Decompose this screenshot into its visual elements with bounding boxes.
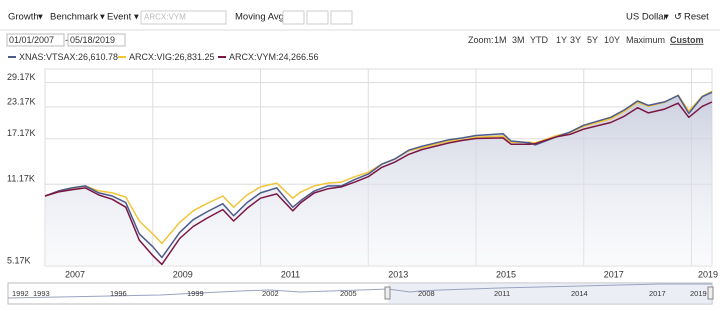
range-dash: -	[65, 35, 68, 45]
moving-avg-input[interactable]	[330, 10, 353, 25]
navigator-label: 2017	[649, 289, 666, 298]
navigator-label: 2002	[262, 289, 279, 298]
x-tick-label: 2007	[65, 269, 85, 279]
x-tick-label: 2009	[173, 269, 193, 279]
zoom-option[interactable]: Maximum	[626, 35, 665, 45]
zoom-options: 1M 3M YTD 1Y 3Y 5Y 10Y Maximum Custom	[494, 35, 704, 45]
end-date: 05/18/2019	[70, 35, 115, 45]
legend: XNAS:VTSAX:26,610.78 ARCX:VIG:26,831.25 AR…	[8, 52, 319, 62]
toolbar	[0, 0, 720, 30]
dropdown-arrow: ▾	[100, 12, 105, 23]
navigator-label: 1993	[33, 289, 50, 298]
y-tick-label: 5.17K	[7, 255, 31, 265]
zoom-option[interactable]: 3Y	[570, 35, 581, 45]
chart: 5.17K 11.17K 17.17K 23.17K 29.17K 2007 2009 201…	[7, 68, 718, 279]
legend-label: XNAS:VTSAX:26,610.78	[19, 52, 118, 62]
navigator-handle[interactable]	[384, 286, 391, 300]
navigator-selection[interactable]	[388, 283, 712, 304]
currency-menu[interactable]: US Dollar	[626, 12, 667, 23]
moving-avg-input[interactable]	[306, 10, 329, 25]
zoom-option[interactable]: Custom	[670, 35, 704, 45]
zoom-option[interactable]: 3M	[512, 35, 525, 45]
zoom-option[interactable]: 5Y	[587, 35, 598, 45]
dropdown-arrow: ▾	[134, 12, 139, 23]
x-tick-label: 2017	[604, 269, 624, 279]
end-date-input[interactable]	[67, 33, 126, 47]
x-tick-label: 2013	[388, 269, 408, 279]
navigator: 1992 1993 1996 1999 2002 2005 2008 2011 2014 2017…	[7, 282, 714, 305]
reset-icon: ↺	[674, 12, 682, 23]
zoom-label: Zoom:	[468, 35, 494, 45]
series-line	[44, 91, 713, 259]
search-placeholder: ARCX:VYM	[144, 13, 186, 22]
y-tick-label: 11.17K	[7, 174, 35, 184]
start-date: 01/01/2007	[9, 35, 54, 45]
reset-button[interactable]: Reset	[684, 12, 709, 23]
y-tick-label: 23.17K	[7, 96, 36, 106]
series-line	[44, 90, 713, 245]
navigator-label: 2014	[571, 289, 588, 298]
navigator-handle[interactable]	[707, 286, 714, 300]
x-tick-label: 2019	[698, 269, 718, 279]
start-date-input[interactable]	[6, 33, 65, 47]
moving-avg-input[interactable]	[282, 10, 305, 25]
zoom-option[interactable]: 1Y	[556, 35, 567, 45]
x-tick-label: 2011	[281, 269, 300, 279]
growth-menu[interactable]: Growth	[8, 12, 39, 23]
x-tick-label: 2015	[496, 269, 516, 279]
navigator-label: 1996	[110, 289, 127, 298]
event-menu[interactable]: Event	[107, 12, 132, 23]
zoom-option[interactable]: YTD	[530, 35, 549, 45]
dropdown-arrow: ▾	[664, 12, 669, 23]
navigator-sparkline	[7, 283, 712, 299]
navigator-label: 2005	[340, 289, 357, 298]
moving-avg-label: Moving Avg	[235, 12, 284, 23]
navigator-label: 1999	[187, 289, 204, 298]
navigator-label: 1992	[12, 289, 29, 298]
zoom-option[interactable]: 1M	[494, 35, 507, 45]
navigator-label: 2019	[690, 289, 707, 298]
legend-label: ARCX:VIG:26,831.25	[129, 52, 215, 62]
search-input[interactable]	[140, 10, 227, 25]
legend-label: ARCX:VYM:24,266.56	[229, 52, 319, 62]
navigator-label: 2008	[418, 289, 435, 298]
area-fill	[45, 92, 712, 266]
zoom-option[interactable]: 10Y	[604, 35, 620, 45]
benchmark-menu[interactable]: Benchmark	[50, 12, 98, 23]
y-tick-label: 29.17K	[7, 72, 36, 82]
series-line	[44, 101, 713, 266]
dropdown-arrow: ▾	[38, 12, 43, 23]
y-tick-label: 17.17K	[7, 128, 36, 138]
navigator-label: 2011	[494, 289, 510, 298]
